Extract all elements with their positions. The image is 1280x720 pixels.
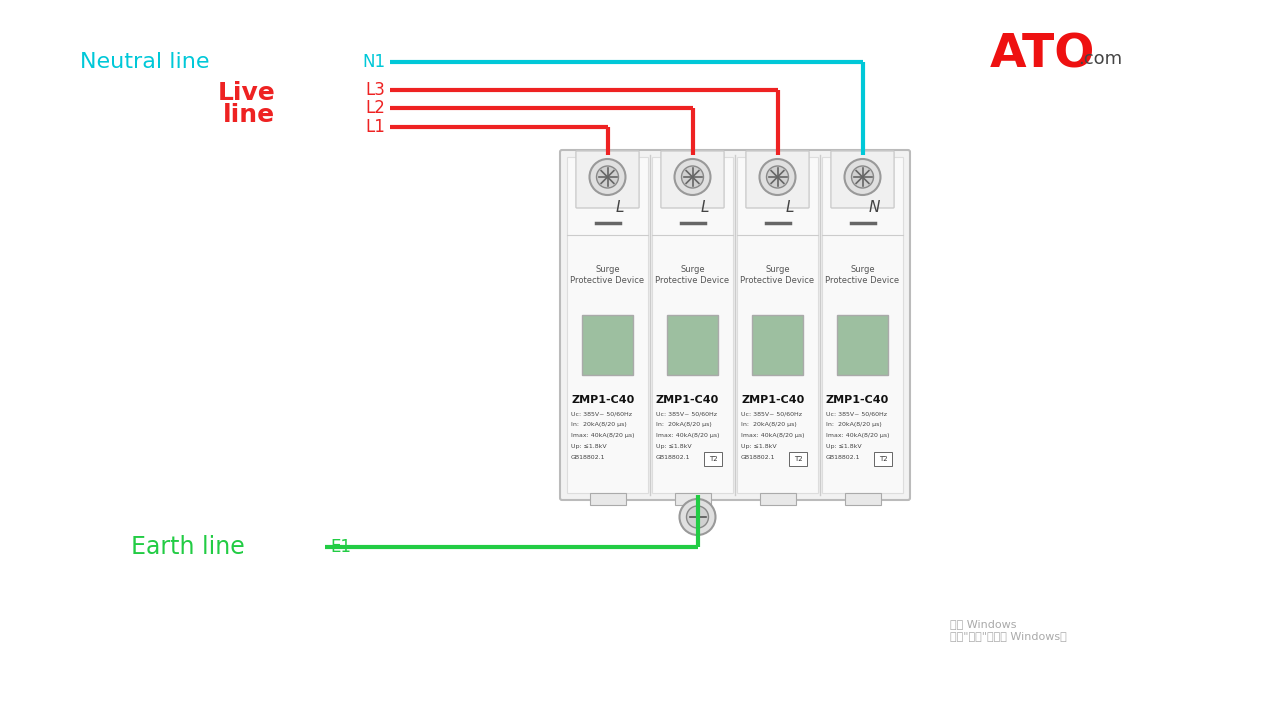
Text: ZMP1-C40: ZMP1-C40 (826, 395, 890, 405)
Bar (667, 315, 718, 375)
FancyBboxPatch shape (746, 151, 809, 208)
Text: Earth line: Earth line (132, 535, 244, 559)
Text: GB18802.1: GB18802.1 (741, 455, 776, 460)
Text: L: L (616, 199, 623, 215)
Text: GB18802.1: GB18802.1 (571, 455, 605, 460)
Bar (874, 452, 892, 466)
Circle shape (845, 159, 881, 195)
Text: Imax: 40kA(8/20 μs): Imax: 40kA(8/20 μs) (826, 433, 890, 438)
Bar (582, 315, 634, 375)
Circle shape (681, 166, 704, 188)
Bar (652, 157, 733, 493)
Bar (737, 157, 818, 493)
Circle shape (686, 506, 709, 528)
Text: Uc: 385V~ 50/60Hz: Uc: 385V~ 50/60Hz (657, 411, 717, 416)
Text: Imax: 40kA(8/20 μs): Imax: 40kA(8/20 μs) (741, 433, 805, 438)
Text: Imax: 40kA(8/20 μs): Imax: 40kA(8/20 μs) (571, 433, 635, 438)
Circle shape (759, 159, 795, 195)
Text: ZMP1-C40: ZMP1-C40 (741, 395, 804, 405)
Bar (788, 452, 806, 466)
Text: In:  20kA(8/20 μs): In: 20kA(8/20 μs) (826, 422, 882, 427)
Circle shape (767, 166, 788, 188)
Circle shape (675, 159, 710, 195)
Text: GB18802.1: GB18802.1 (657, 455, 690, 460)
Bar (822, 157, 902, 493)
Text: Live: Live (218, 81, 275, 105)
Bar (753, 315, 803, 375)
Text: 激活 Windows
转到"设置"以激活 Windows。: 激活 Windows 转到"设置"以激活 Windows。 (950, 619, 1066, 641)
Text: Imax: 40kA(8/20 μs): Imax: 40kA(8/20 μs) (657, 433, 719, 438)
Text: L: L (785, 199, 794, 215)
Text: GB18802.1: GB18802.1 (826, 455, 860, 460)
Text: In:  20kA(8/20 μs): In: 20kA(8/20 μs) (657, 422, 712, 427)
Text: T2: T2 (878, 456, 887, 462)
FancyBboxPatch shape (561, 150, 910, 500)
Text: Up: ≤1.8kV: Up: ≤1.8kV (657, 444, 691, 449)
Bar (845, 493, 881, 505)
Text: Up: ≤1.8kV: Up: ≤1.8kV (826, 444, 861, 449)
Text: T2: T2 (709, 456, 717, 462)
Text: Surge
Protective Device: Surge Protective Device (826, 265, 900, 284)
Text: ZMP1-C40: ZMP1-C40 (657, 395, 719, 405)
Text: L: L (700, 199, 709, 215)
Text: Up: ≤1.8kV: Up: ≤1.8kV (571, 444, 607, 449)
Text: .com: .com (1078, 50, 1123, 68)
Text: ATO: ATO (989, 32, 1096, 78)
Text: L3: L3 (365, 81, 385, 99)
Text: ZMP1-C40: ZMP1-C40 (571, 395, 635, 405)
Circle shape (596, 166, 618, 188)
Text: Uc: 385V~ 50/60Hz: Uc: 385V~ 50/60Hz (741, 411, 803, 416)
Circle shape (590, 159, 626, 195)
Text: Neutral line: Neutral line (81, 52, 210, 72)
Text: Surge
Protective Device: Surge Protective Device (655, 265, 730, 284)
Text: N: N (869, 199, 881, 215)
Text: L2: L2 (365, 99, 385, 117)
Bar (704, 452, 722, 466)
Text: N1: N1 (362, 53, 385, 71)
Text: Uc: 385V~ 50/60Hz: Uc: 385V~ 50/60Hz (571, 411, 632, 416)
Bar (590, 493, 626, 505)
Text: Surge
Protective Device: Surge Protective Device (571, 265, 645, 284)
Circle shape (680, 499, 716, 535)
Circle shape (851, 166, 873, 188)
Bar (567, 157, 648, 493)
Text: Up: ≤1.8kV: Up: ≤1.8kV (741, 444, 777, 449)
Text: T2: T2 (794, 456, 803, 462)
Text: Surge
Protective Device: Surge Protective Device (740, 265, 814, 284)
FancyBboxPatch shape (831, 151, 895, 208)
Bar (837, 315, 888, 375)
FancyBboxPatch shape (576, 151, 639, 208)
Text: L1: L1 (365, 118, 385, 136)
Text: In:  20kA(8/20 μs): In: 20kA(8/20 μs) (741, 422, 796, 427)
Bar (675, 493, 710, 505)
Text: E1: E1 (330, 538, 351, 556)
Bar (759, 493, 795, 505)
FancyBboxPatch shape (660, 151, 724, 208)
Text: line: line (223, 103, 275, 127)
Text: In:  20kA(8/20 μs): In: 20kA(8/20 μs) (571, 422, 627, 427)
Text: Uc: 385V~ 50/60Hz: Uc: 385V~ 50/60Hz (826, 411, 887, 416)
